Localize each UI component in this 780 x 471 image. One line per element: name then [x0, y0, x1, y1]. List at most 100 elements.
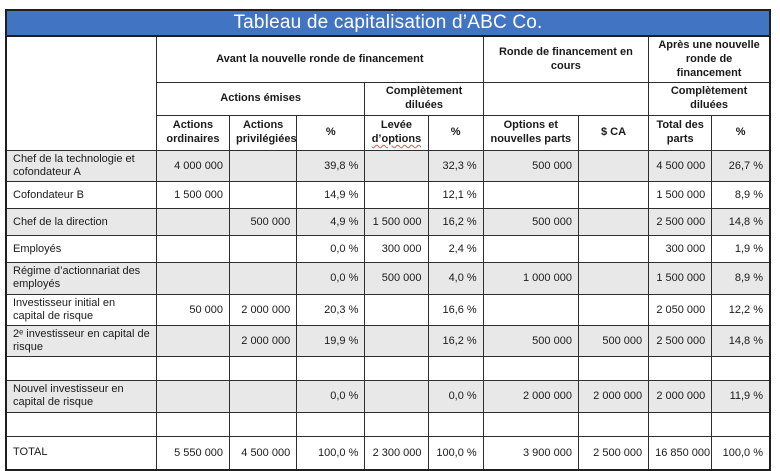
- row-label: Investisseur initial en capital de risqu…: [5, 293, 157, 326]
- cell-options-nouvelles-parts: 500 000: [482, 324, 579, 358]
- total-label: TOTAL: [5, 435, 157, 471]
- col-header-actions-privilegiees: Actions privilégiées: [229, 114, 298, 151]
- total-row: TOTAL 5 550 000 4 500 000 100,0 % 2 300 …: [5, 435, 771, 471]
- cell-pct-diluees: 16,2 %: [427, 324, 484, 358]
- table-row: Cofondateur B 1 500 000 14,9 % 12,1 % 1 …: [5, 181, 771, 210]
- cell-levee-options: 500 000: [364, 262, 429, 295]
- cell-pct-emises: 14,9 %: [296, 181, 366, 210]
- cell-pct-apres: [711, 356, 771, 382]
- cell-actions-privilegiees: [229, 411, 298, 437]
- cell-pct-diluees: [427, 411, 484, 437]
- cell-levee-options: [364, 181, 429, 210]
- total-pct-diluees: 100,0 %: [427, 435, 484, 471]
- cell-total-parts: 2 000 000: [648, 380, 713, 413]
- cell-pct-diluees: 32,3 %: [427, 149, 484, 183]
- cell-options-nouvelles-parts: [482, 411, 579, 437]
- cell-actions-privilegiees: 500 000: [229, 208, 298, 237]
- cell-pct-diluees: 2,4 %: [427, 235, 484, 264]
- table-row: Chef de la direction 500 000 4,9 % 1 500…: [5, 208, 771, 237]
- col-header-total-des-parts: Total des parts: [648, 114, 713, 151]
- col-header-options-nouvelles-parts: Options et nouvelles parts: [482, 114, 579, 151]
- col-header-pct-2: %: [427, 114, 484, 151]
- cell-actions-privilegiees: [229, 380, 298, 413]
- table-row-empty: [5, 411, 771, 437]
- cell-total-parts: 2 500 000: [648, 208, 713, 237]
- total-actions-ordinaires: 5 550 000: [155, 435, 231, 471]
- header-group-row: Avant la nouvelle ronde de financement R…: [5, 35, 771, 151]
- table-row: Chef de la technologie et cofondateur A …: [5, 149, 771, 183]
- total-options-nouvelles-parts: 3 900 000: [482, 435, 579, 471]
- cell-dollar-ca: [577, 411, 650, 437]
- col-header-actions-ordinaires: Actions ordinaires: [155, 114, 231, 151]
- cell-pct-diluees: 16,2 %: [427, 208, 484, 237]
- cell-pct-apres: 12,2 %: [711, 293, 771, 326]
- table-row: Régime d’actionnariat des employés 0,0 %…: [5, 262, 771, 295]
- cell-options-nouvelles-parts: [482, 235, 579, 264]
- cell-actions-ordinaires: [155, 208, 231, 237]
- header-group-after: Après une nouvelle ronde de financement: [648, 35, 771, 84]
- corner-cell: [5, 35, 157, 151]
- cell-total-parts: [648, 356, 713, 382]
- total-pct-emises: 100,0 %: [296, 435, 366, 471]
- cell-dollar-ca: [577, 235, 650, 264]
- col-header-pct-1: %: [296, 114, 366, 151]
- cell-pct-emises: 39,8 %: [296, 149, 366, 183]
- row-label: Nouvel investisseur en capital de risque: [5, 380, 157, 413]
- cell-pct-diluees: 0,0 %: [427, 380, 484, 413]
- header-subgroup-completement-diluees-1: Complètement diluées: [364, 82, 484, 116]
- cell-total-parts: [648, 411, 713, 437]
- cell-total-parts: 2 050 000: [648, 293, 713, 326]
- cell-actions-ordinaires: [155, 235, 231, 264]
- cell-levee-options: [364, 293, 429, 326]
- table-row: Nouvel investisseur en capital de risque…: [5, 380, 771, 413]
- row-label: Chef de la direction: [5, 208, 157, 237]
- cell-levee-options: [364, 324, 429, 358]
- cell-pct-apres: 14,8 %: [711, 208, 771, 237]
- cell-actions-ordinaires: [155, 380, 231, 413]
- cell-actions-ordinaires: 4 000 000: [155, 149, 231, 183]
- cell-dollar-ca: [577, 356, 650, 382]
- cell-actions-ordinaires: [155, 262, 231, 295]
- cell-dollar-ca: [577, 262, 650, 295]
- cell-options-nouvelles-parts: [482, 181, 579, 210]
- cell-actions-privilegiees: 2 000 000: [229, 293, 298, 326]
- header-group-before: Avant la nouvelle ronde de financement: [155, 35, 484, 84]
- cell-dollar-ca: 500 000: [577, 324, 650, 358]
- cell-dollar-ca: [577, 208, 650, 237]
- header-subgroup-completement-diluees-2: Complètement diluées: [648, 82, 771, 116]
- cell-levee-options: 300 000: [364, 235, 429, 264]
- cell-actions-ordinaires: [155, 411, 231, 437]
- row-label: [5, 411, 157, 437]
- cell-actions-privilegiees: 2 000 000: [229, 324, 298, 358]
- cell-options-nouvelles-parts: 500 000: [482, 149, 579, 183]
- cell-pct-apres: 26,7 %: [711, 149, 771, 183]
- total-dollar-ca: 2 500 000: [577, 435, 650, 471]
- row-label: Chef de la technologie et cofondateur A: [5, 149, 157, 183]
- cell-dollar-ca: [577, 149, 650, 183]
- cell-dollar-ca: [577, 181, 650, 210]
- header-subgroup-row: Actions émises Complètement diluées Comp…: [6, 82, 771, 116]
- header-group-current: Ronde de financement en cours: [482, 35, 650, 84]
- cell-pct-emises: 0,0 %: [296, 262, 366, 295]
- table-row: Investisseur initial en capital de risqu…: [5, 293, 771, 326]
- cell-pct-apres: 8,9 %: [711, 181, 771, 210]
- levee-word: Levée: [380, 119, 413, 131]
- cell-total-parts: 4 500 000: [648, 149, 713, 183]
- cell-total-parts: 1 500 000: [648, 262, 713, 295]
- cell-options-nouvelles-parts: 1 000 000: [482, 262, 579, 295]
- col-header-dollar-ca: $ CA: [577, 114, 650, 151]
- row-label: [5, 356, 157, 382]
- total-pct-apres: 100,0 %: [711, 435, 771, 471]
- cell-options-nouvelles-parts: [482, 356, 579, 382]
- cell-levee-options: [364, 149, 429, 183]
- cell-pct-emises: [296, 411, 366, 437]
- cell-levee-options: [364, 356, 429, 382]
- options-word-misspelled: d’options: [371, 132, 422, 145]
- cell-actions-ordinaires: [155, 356, 231, 382]
- total-total-parts: 16 850 000: [648, 435, 713, 471]
- row-label: Régime d’actionnariat des employés: [5, 262, 157, 295]
- cell-pct-emises: 19,9 %: [296, 324, 366, 358]
- cap-table: Avant la nouvelle ronde de financement R…: [5, 35, 771, 471]
- cell-pct-diluees: 4,0 %: [427, 262, 484, 295]
- cell-options-nouvelles-parts: 500 000: [482, 208, 579, 237]
